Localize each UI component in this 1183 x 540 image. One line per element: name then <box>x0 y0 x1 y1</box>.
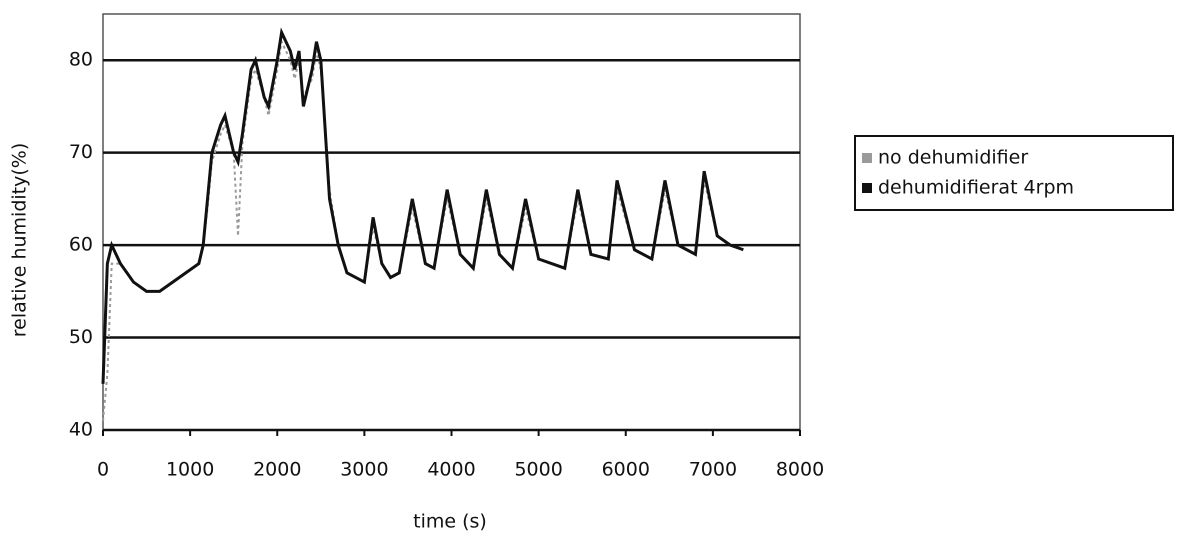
x-tick-label: 1000 <box>166 459 214 481</box>
x-tick-label: 3000 <box>340 459 388 481</box>
data-line <box>102 38 744 421</box>
y-axis-label: relative humidity(%) <box>9 143 31 338</box>
y-tick-label: 40 <box>69 419 93 441</box>
x-tick-label: 2000 <box>253 459 301 481</box>
x-tick-label: 7000 <box>689 459 737 481</box>
x-tick-label: 6000 <box>602 459 650 481</box>
data-line <box>101 27 744 384</box>
legend-swatch <box>862 183 872 193</box>
y-tick-label: 60 <box>69 234 93 256</box>
y-tick-label: 70 <box>69 141 93 163</box>
x-tick-label: 0 <box>97 459 109 481</box>
plot-frame <box>102 13 801 431</box>
legend-label: no dehumidifier <box>878 147 1028 169</box>
y-tick-label: 50 <box>69 326 93 348</box>
legend-swatch <box>862 153 872 163</box>
x-axis-label: time (s) <box>413 511 487 533</box>
x-tick-label: 4000 <box>427 459 475 481</box>
y-tick-label: 80 <box>69 49 93 71</box>
legend-label: dehumidifierat 4rpm <box>878 177 1074 199</box>
x-tick-label: 5000 <box>514 459 562 481</box>
x-tick-label: 8000 <box>776 459 824 481</box>
legend <box>854 135 1174 211</box>
